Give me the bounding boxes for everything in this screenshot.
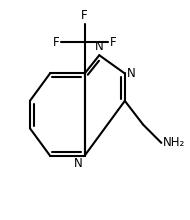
Text: F: F	[81, 9, 88, 22]
Text: F: F	[110, 36, 117, 49]
Text: NH₂: NH₂	[163, 136, 185, 149]
Text: N: N	[127, 67, 135, 80]
Text: N: N	[74, 158, 83, 170]
Text: N: N	[95, 40, 104, 53]
Text: F: F	[52, 36, 59, 49]
